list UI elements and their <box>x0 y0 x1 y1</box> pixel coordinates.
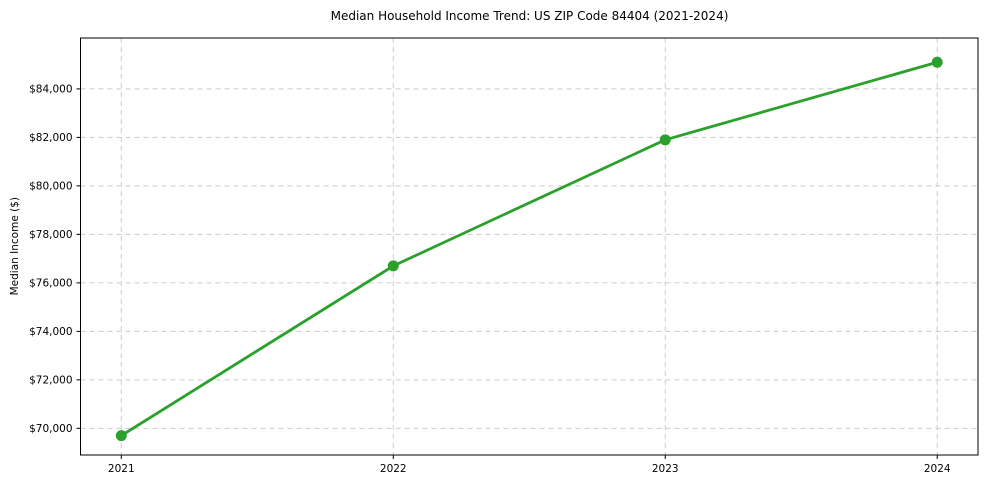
x-tick-label: 2024 <box>924 463 951 475</box>
x-tick-label: 2023 <box>652 463 679 475</box>
trend-line <box>119 60 939 438</box>
data-point-marker <box>659 134 671 146</box>
y-tick-label: $82,000 <box>29 132 72 144</box>
y-tick-label: $78,000 <box>29 229 72 241</box>
y-tick-label: $76,000 <box>29 277 72 289</box>
data-point-marker <box>387 260 399 272</box>
y-tick-label: $74,000 <box>29 326 72 338</box>
x-tick-label: 2021 <box>108 463 135 475</box>
chart-title: Median Household Income Trend: US ZIP Co… <box>330 9 729 23</box>
y-tick-label: $80,000 <box>29 180 72 192</box>
y-tick-label: $70,000 <box>29 423 72 435</box>
x-tick-label: 2022 <box>380 463 407 475</box>
y-tick-label: $84,000 <box>29 83 72 95</box>
data-point-marker <box>115 430 127 442</box>
y-tick-label: $72,000 <box>29 374 72 386</box>
data-point-marker <box>931 56 943 68</box>
plot-border <box>80 37 979 456</box>
